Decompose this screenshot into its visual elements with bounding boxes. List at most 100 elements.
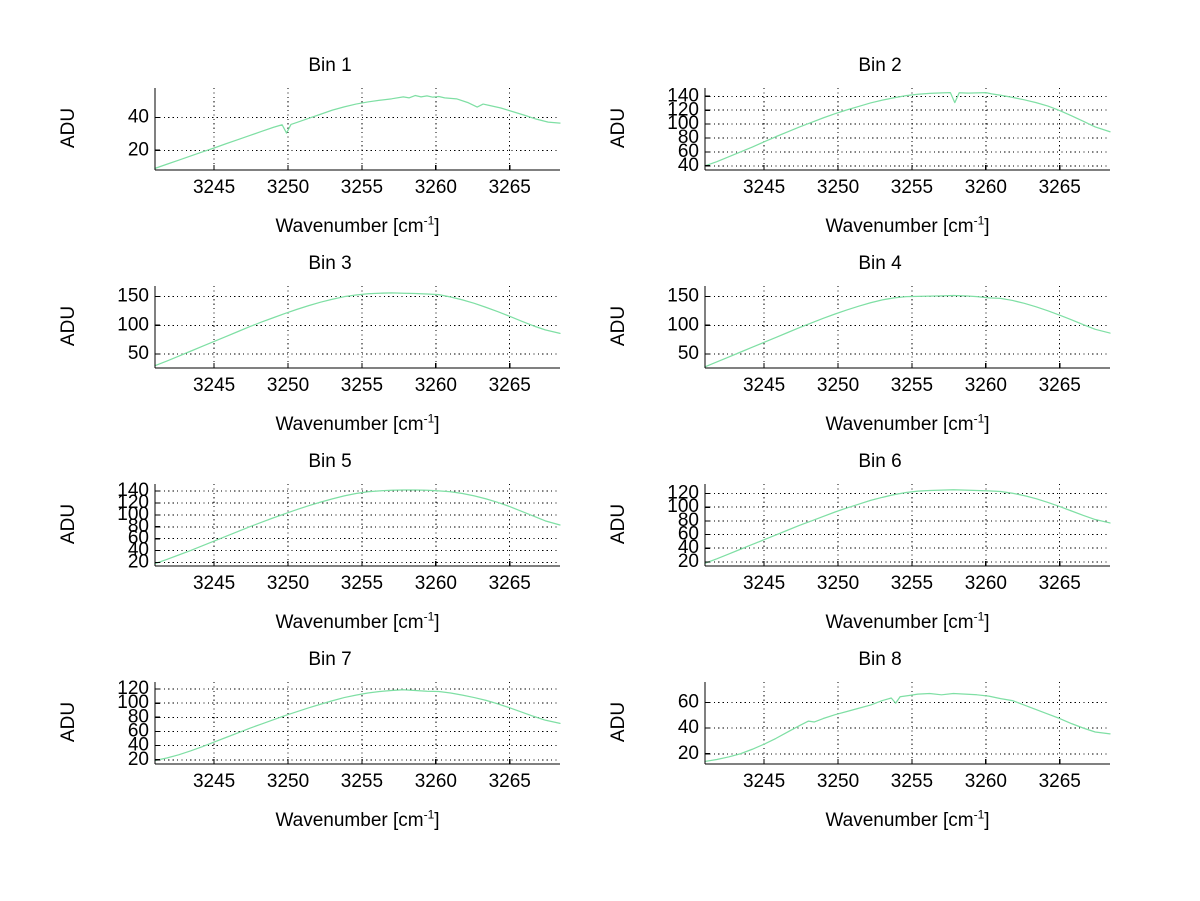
- subplot-title: Bin 3: [308, 253, 352, 274]
- y-tick-label: 60: [678, 524, 699, 545]
- y-tick-label: 50: [128, 343, 149, 364]
- axes: [154, 286, 560, 369]
- subplot-bin-2: Bin 2 ADU Wavenumber [cm-1] 3245 3250 3255 326…: [608, 55, 1150, 255]
- x-tick-label: 3265: [1039, 375, 1081, 396]
- x-axis-label-bracket: ]: [984, 810, 990, 831]
- y-tick-label: 60: [678, 141, 699, 162]
- y-tick-label: 120: [667, 483, 699, 504]
- x-tick-label: 3255: [341, 573, 383, 594]
- data-trace: [154, 689, 561, 762]
- axes: [154, 484, 560, 567]
- x-axis-label-text: Wavenumber [cm: [825, 216, 974, 237]
- x-axis-label-bracket: ]: [984, 414, 990, 435]
- x-tick-label: 3255: [891, 375, 933, 396]
- data-trace: [704, 91, 1111, 167]
- x-tick-label: 3260: [415, 771, 457, 792]
- data-trace: [154, 94, 561, 169]
- x-axis-label-exponent: -1: [423, 609, 435, 624]
- y-tick-label: 20: [678, 551, 699, 572]
- y-tick-label: 40: [678, 155, 699, 176]
- x-axis-label-exponent: -1: [423, 411, 435, 426]
- axes: [704, 682, 1110, 765]
- y-ticks: [155, 295, 160, 355]
- x-tick-labels: 3245 3250 3255 3260 3265: [193, 771, 531, 792]
- y-ticks: [155, 490, 160, 564]
- y-tick-label: 140: [117, 480, 149, 501]
- x-ticks: [763, 363, 1061, 368]
- grid: [155, 682, 560, 764]
- x-ticks: [763, 561, 1061, 566]
- x-axis-label: Wavenumber [cm-1]: [705, 609, 1110, 634]
- grid: [705, 286, 1110, 368]
- y-tick-labels: 20 40 60: [678, 692, 699, 764]
- x-tick-label: 3265: [489, 771, 531, 792]
- x-tick-label: 3245: [193, 573, 235, 594]
- x-tick-label: 3250: [267, 573, 309, 594]
- x-tick-label: 3245: [193, 177, 235, 198]
- grid: [705, 88, 1110, 170]
- x-axis-label-text: Wavenumber [cm: [275, 612, 424, 633]
- subplot-title: Bin 8: [858, 649, 902, 670]
- x-tick-label: 3255: [891, 771, 933, 792]
- x-axis-label-bracket: ]: [434, 810, 440, 831]
- x-axis-label-exponent: -1: [973, 213, 985, 228]
- x-tick-labels: 3245 3250 3255 3260 3265: [743, 573, 1081, 594]
- data-trace: [704, 692, 1111, 763]
- x-tick-label: 3255: [891, 573, 933, 594]
- y-tick-label: 80: [128, 706, 149, 727]
- x-tick-label: 3255: [341, 177, 383, 198]
- y-tick-label: 100: [667, 314, 699, 335]
- x-axis-label: Wavenumber [cm-1]: [705, 213, 1110, 238]
- axes: [154, 682, 560, 765]
- subplot-title: Bin 2: [858, 55, 902, 76]
- y-tick-label: 60: [678, 692, 699, 713]
- y-tick-label: 40: [128, 735, 149, 756]
- x-axis-label: Wavenumber [cm-1]: [155, 609, 560, 634]
- y-tick-label: 80: [678, 127, 699, 148]
- y-ticks: [705, 95, 710, 167]
- subplot-bin-3: Bin 3 ADU Wavenumber [cm-1] 3245 3250 3255 326…: [58, 253, 600, 453]
- x-axis-label: Wavenumber [cm-1]: [705, 807, 1110, 832]
- x-axis-label-text: Wavenumber [cm: [825, 414, 974, 435]
- x-ticks: [763, 759, 1061, 764]
- x-tick-label: 3255: [341, 375, 383, 396]
- subplot-bin-7: Bin 7 ADU Wavenumber [cm-1] 3245 3250 3255 326…: [58, 649, 600, 849]
- x-axis-label-bracket: ]: [984, 612, 990, 633]
- x-tick-label: 3265: [489, 573, 531, 594]
- y-ticks: [705, 492, 710, 563]
- x-axis-label: Wavenumber [cm-1]: [155, 215, 560, 238]
- x-tick-label: 3265: [1039, 177, 1081, 198]
- grid: [155, 484, 560, 566]
- x-tick-label: 3265: [489, 177, 531, 198]
- y-tick-labels: 50 100 150: [667, 285, 699, 364]
- data-trace: [154, 292, 561, 367]
- y-ticks: [705, 701, 710, 755]
- x-tick-label: 3265: [489, 375, 531, 396]
- grid: [155, 286, 560, 368]
- data-trace: [704, 489, 1111, 564]
- y-tick-label: 60: [128, 528, 149, 549]
- y-tick-label: 100: [117, 504, 149, 525]
- x-axis-label-bracket: ]: [434, 414, 440, 435]
- x-ticks: [213, 561, 511, 566]
- y-tick-labels: 50 100 150: [117, 285, 149, 364]
- plot-area: 3245 3250 3255 3260 3265 50 100 150: [667, 285, 1111, 396]
- x-axis-label-exponent: -1: [973, 609, 985, 624]
- x-ticks: [213, 759, 511, 764]
- x-axis-label-bracket: ]: [434, 216, 440, 237]
- x-tick-label: 3255: [341, 771, 383, 792]
- grid: [705, 682, 1110, 764]
- axes: [704, 484, 1110, 567]
- subplot-title: Bin 6: [858, 451, 902, 472]
- x-tick-label: 3260: [965, 573, 1007, 594]
- x-axis-label-bracket: ]: [434, 612, 440, 633]
- x-axis-label-exponent: -1: [973, 807, 985, 822]
- x-tick-label: 3260: [415, 573, 457, 594]
- y-tick-label: 20: [678, 743, 699, 764]
